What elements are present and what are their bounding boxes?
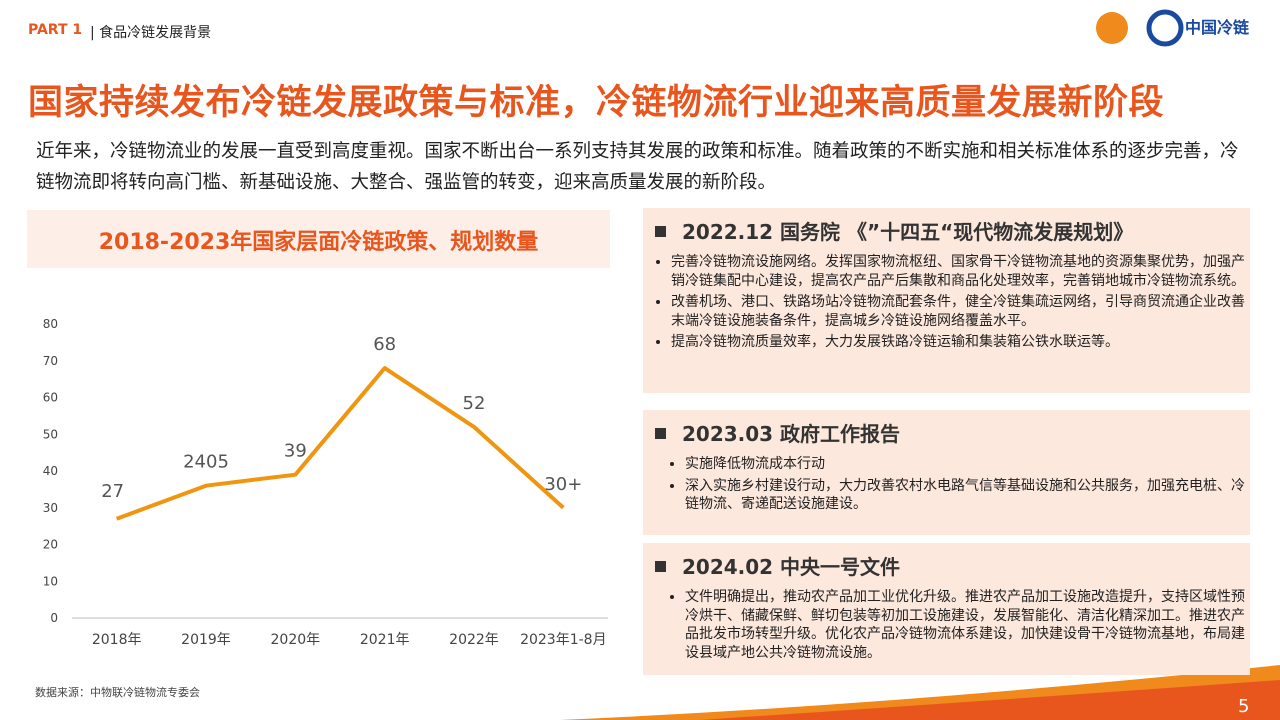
x-tick-label: 2018年: [92, 632, 142, 648]
x-tick-label: 2023年1-8月: [520, 632, 607, 648]
y-tick-label: 80: [43, 317, 58, 331]
y-tick-label: 70: [43, 354, 58, 368]
data-label: 27: [101, 481, 124, 502]
chart-title-box: [27, 210, 610, 268]
annotation: 2405: [183, 452, 229, 473]
panel-title: 2023.03 政府工作报告: [655, 418, 1250, 447]
x-tick-label: 2022年: [449, 632, 499, 648]
intro: 近年来，冷链物流业的发展一直受到高度重视。国家不断出台一系列支持其发展的政策和标…: [36, 141, 1239, 193]
y-tick-label: 40: [43, 464, 58, 478]
x-tick-label: 2020年: [271, 632, 321, 648]
logo-icon: [1146, 9, 1184, 47]
part-label: PART 1: [28, 22, 83, 38]
data-label: 52: [463, 393, 486, 414]
bullet-list: 完善冷链物流设施网络。发挥国家物流枢纽、国家骨干冷链物流基地的资源集聚优势，加强…: [643, 253, 1250, 352]
y-tick-label: 20: [43, 538, 58, 552]
bullet: 提高冷链物流质量效率，大力发展铁路冷链运输和集装箱公铁水联运等。: [671, 333, 1250, 352]
logo-text: 中国冷链: [1185, 18, 1250, 37]
logo-icon: [1096, 12, 1128, 44]
bullet-list: 实施降低物流成本行动深入实施乡村建设行动，大力改善农村水电路气信等基础设施和公共…: [643, 455, 1250, 514]
y-tick-label: 10: [43, 574, 58, 588]
x-tick-label: 2021年: [360, 632, 410, 648]
y-tick-label: 50: [43, 427, 58, 441]
y-tick-label: 30: [43, 501, 58, 515]
policy-panel: 2023.03 政府工作报告实施降低物流成本行动深入实施乡村建设行动，大力改善农…: [643, 410, 1250, 535]
panel-title: 2024.02 中央一号文件: [655, 551, 1250, 580]
main-title: 国家持续发布冷链发展政策与标准，冷链物流行业迎来高质量发展新阶段: [28, 83, 1165, 123]
y-tick-label: 60: [43, 391, 58, 405]
bullet: 完善冷链物流设施网络。发挥国家物流枢纽、国家骨干冷链物流基地的资源集聚优势，加强…: [671, 253, 1250, 290]
x-tick-label: 2019年: [181, 632, 231, 648]
source: 数据来源：中物联冷链物流专委会: [35, 686, 200, 699]
chart-title: 2018-2023年国家层面冷链政策、规划数量: [98, 230, 539, 255]
policy-panel: 2024.02 中央一号文件文件明确提出，推动农产品加工业优化升级。推进农产品加…: [643, 543, 1250, 675]
bullet: 深入实施乡村建设行动，大力改善农村水电路气信等基础设施和公共服务，加强充电桩、冷…: [685, 477, 1250, 514]
line: [115, 366, 565, 521]
y-tick-label: 0: [50, 611, 58, 625]
data-label: 30+: [544, 474, 582, 495]
bullet: 改善机场、港口、铁路场站冷链物流配套条件，健全冷链集疏运网络，引导商贸流通企业改…: [671, 293, 1250, 330]
data-label: 68: [373, 334, 396, 355]
data-label: 39: [284, 441, 307, 462]
swoosh: [700, 680, 1280, 720]
section-label: | 食品冷链发展背景: [90, 25, 212, 41]
panel-title: 2022.12 国务院 《”十四五“现代物流发展规划》: [655, 216, 1250, 245]
bullet-list: 文件明确提出，推动农产品加工业优化升级。推进农产品加工设施改造提升，支持区域性预…: [643, 588, 1250, 662]
policy-panel: 2022.12 国务院 《”十四五“现代物流发展规划》完善冷链物流设施网络。发挥…: [643, 208, 1250, 393]
page-number: 5: [1238, 696, 1250, 717]
chart: 0 10 20 30 40 50 60 70 80 2018年 2019年 2020年 2021年 202…: [43, 317, 608, 648]
bullet: 文件明确提出，推动农产品加工业优化升级。推进农产品加工设施改造提升，支持区域性预…: [685, 588, 1250, 662]
bullet: 实施降低物流成本行动: [685, 455, 1250, 474]
